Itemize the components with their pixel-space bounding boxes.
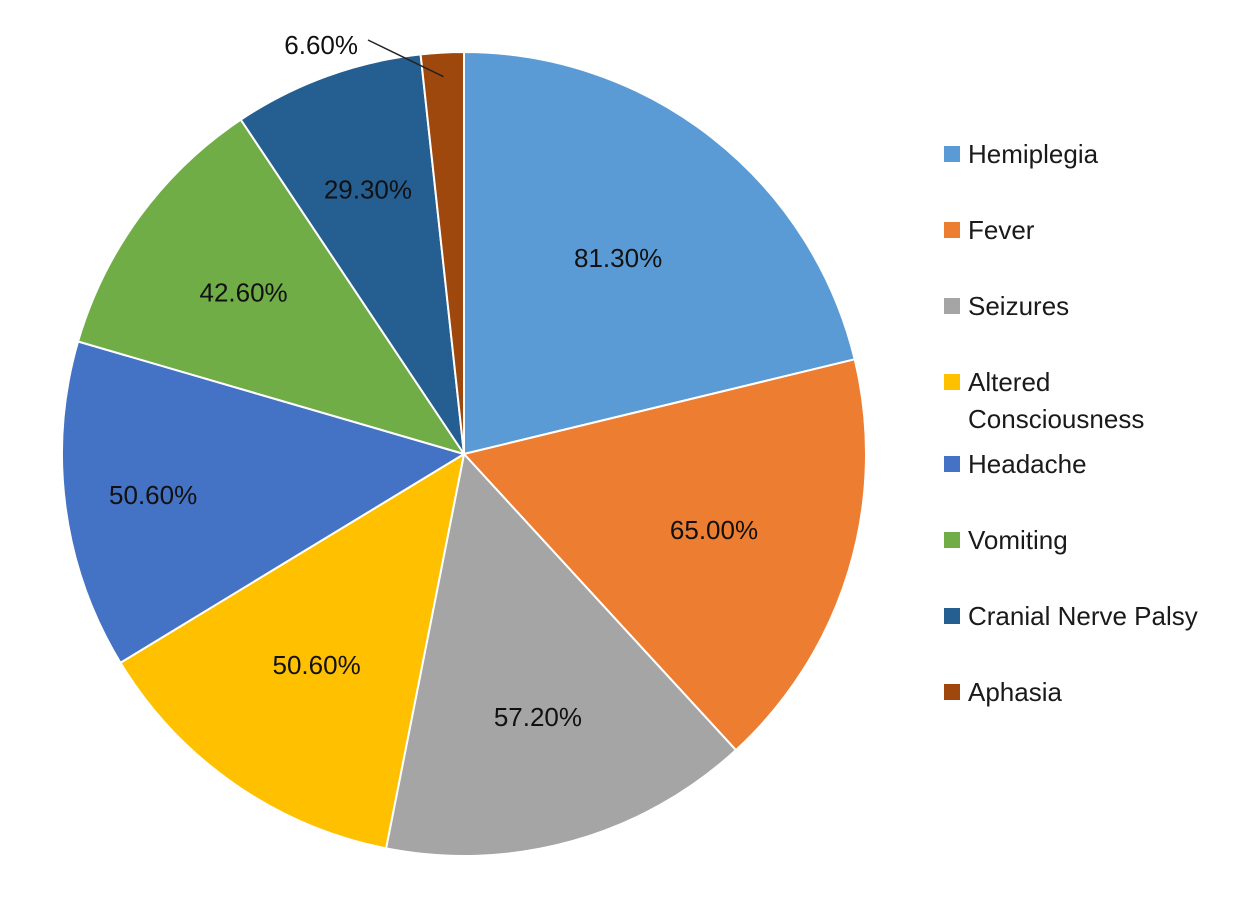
legend-item-seizures: Seizures <box>944 288 1238 325</box>
pie-slice-fever <box>462 358 867 752</box>
legend-label: Vomiting <box>968 525 1068 555</box>
legend-swatch <box>944 684 960 700</box>
legend-item-hemiplegia: Hemiplegia <box>944 136 1238 173</box>
legend-swatch <box>944 222 960 238</box>
pie-slice-seizures <box>384 451 738 857</box>
pie-slice-hemiplegia <box>463 50 856 456</box>
legend-item-headache: Headache <box>944 446 1238 483</box>
legend-label: Fever <box>968 215 1035 245</box>
legend-item-cranial-nerve-palsy: Cranial Nerve Palsy <box>944 598 1238 635</box>
data-label-altered-consciousness: 50.60% <box>273 650 361 680</box>
legend-label: Headache <box>968 449 1087 479</box>
data-label-seizures: 57.20% <box>494 702 582 732</box>
legend-swatch <box>944 374 960 390</box>
legend-label: Hemiplegia <box>968 139 1099 169</box>
legend-swatch <box>944 532 960 548</box>
pie-slice-vomiting <box>76 118 467 456</box>
data-label-vomiting: 42.60% <box>199 277 287 307</box>
legend-swatch <box>944 298 960 314</box>
pie-slice-aphasia <box>419 50 465 455</box>
data-label-headache: 50.60% <box>109 480 197 510</box>
legend-swatch <box>944 146 960 162</box>
legend-label: Cranial Nerve Palsy <box>968 601 1198 631</box>
legend-item-fever: Fever <box>944 212 1238 249</box>
legend-swatch <box>944 608 960 624</box>
data-label-fever: 65.00% <box>670 515 758 545</box>
leader-line-aphasia <box>367 39 444 78</box>
data-label-aphasia: 6.60% <box>284 30 358 60</box>
pie-slice-altered-consciousness <box>119 451 466 850</box>
legend-label: Aphasia <box>968 677 1062 707</box>
legend-swatch <box>944 456 960 472</box>
pie-slice-headache <box>61 340 467 665</box>
data-label-hemiplegia: 81.30% <box>574 243 662 273</box>
pie-slice-cranial-nerve-palsy <box>239 53 465 455</box>
data-label-cranial-nerve-palsy: 29.30% <box>324 175 412 205</box>
legend-item-aphasia: Aphasia <box>944 674 1238 711</box>
legend-label: Altered Consciousness <box>968 367 1145 434</box>
legend-label: Seizures <box>968 291 1070 321</box>
legend-item-vomiting: Vomiting <box>944 522 1238 559</box>
legend-item-altered-consciousness: Altered Consciousness <box>944 364 1168 438</box>
